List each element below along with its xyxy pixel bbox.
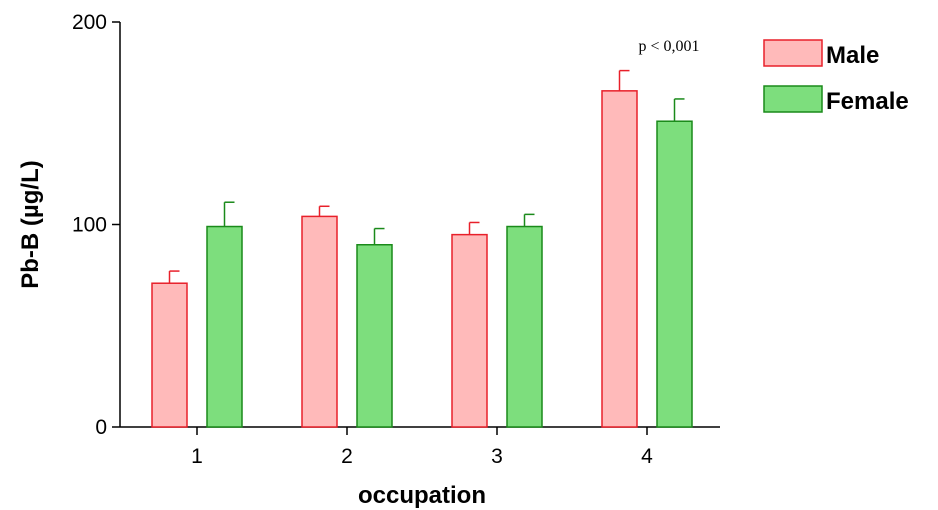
- y-tick-label: 100: [72, 214, 107, 237]
- bar-male-3: [451, 233, 488, 428]
- x-tick-label: 4: [641, 445, 653, 468]
- legend-swatch-female: [763, 85, 823, 113]
- x-tick-label: 2: [341, 445, 353, 468]
- bar-female-4: [656, 120, 693, 428]
- y-tick-label: 200: [72, 11, 107, 34]
- y-axis-title: Pb-B (µg/L): [17, 160, 44, 288]
- bar-female-1: [206, 225, 243, 428]
- x-tick-label: 3: [491, 445, 503, 468]
- bar-male-2: [301, 215, 338, 428]
- bar-female-2: [356, 244, 393, 428]
- bars: [151, 69, 693, 428]
- legend-swatch-male: [763, 39, 823, 67]
- x-ticks: 1 2 3 4: [191, 427, 653, 468]
- x-tick-label: 1: [191, 445, 203, 468]
- legend-label-male: Male: [826, 42, 879, 69]
- bar-female-3: [506, 225, 543, 428]
- bar-male-1: [151, 282, 188, 428]
- annotations: p < 0,001: [638, 38, 699, 55]
- significance-annotation: p < 0,001: [638, 38, 699, 55]
- y-ticks: 0 100 200: [72, 11, 120, 439]
- legend-label-female: Female: [826, 88, 909, 115]
- legend: Male Female: [763, 39, 909, 115]
- x-axis-title: occupation: [358, 482, 486, 509]
- y-tick-label: 0: [95, 416, 107, 439]
- bar-male-4: [601, 90, 638, 428]
